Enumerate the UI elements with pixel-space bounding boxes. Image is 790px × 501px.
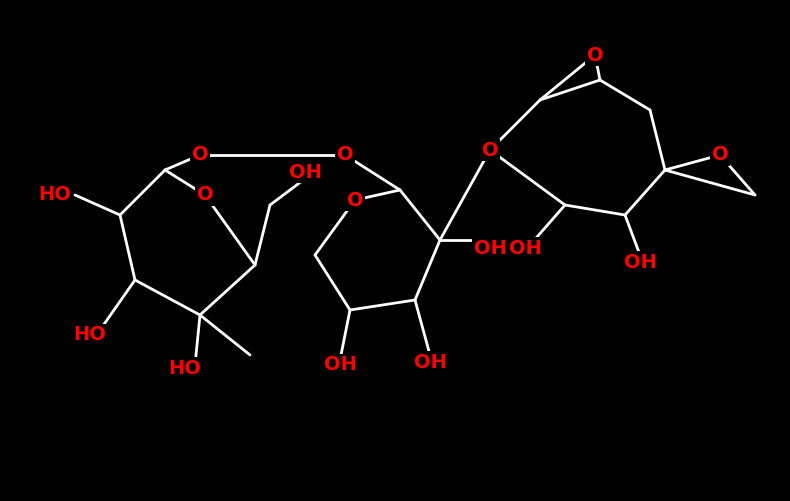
Text: HO: HO [39,185,71,204]
Text: OH: OH [623,253,656,272]
Text: HO: HO [73,326,107,345]
Text: O: O [347,190,363,209]
Text: O: O [197,185,213,204]
Text: O: O [192,145,209,164]
Text: O: O [337,145,353,164]
Text: OH: OH [288,162,322,181]
Text: OH: OH [509,238,541,258]
Text: O: O [712,145,728,164]
Text: HO: HO [168,359,201,377]
Text: OH: OH [413,353,446,372]
Text: O: O [482,140,498,159]
Text: O: O [587,46,604,65]
Text: OH: OH [473,238,506,258]
Text: OH: OH [324,356,356,375]
